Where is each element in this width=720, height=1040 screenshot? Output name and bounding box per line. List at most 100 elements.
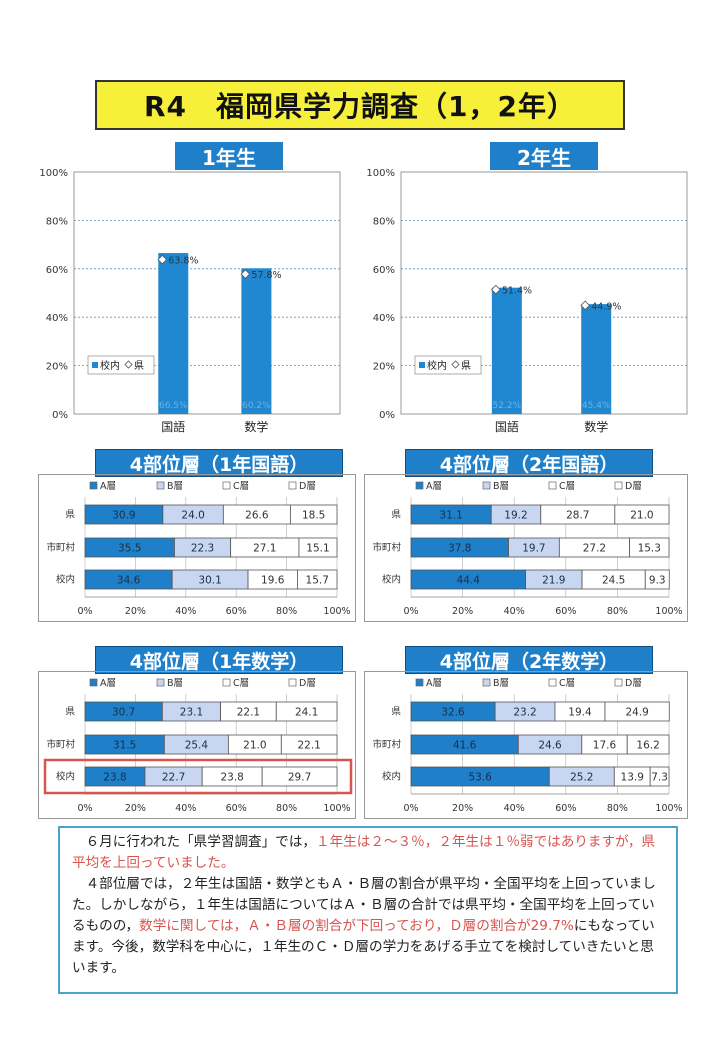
- grade2-bar-chart: 0% 20% 40% 60% 80% 100% 52.2% 51.4% 国語 45.4% 44.9%…: [366, 168, 688, 434]
- x-tick-label: 0%: [77, 803, 92, 814]
- x-tick-label: 20%: [452, 606, 473, 617]
- legend-label: D層: [299, 481, 316, 492]
- legend-label-school: 校内: [100, 359, 120, 372]
- x-tick-label: 80%: [607, 606, 628, 617]
- segment-value-label: 19.6: [261, 575, 285, 587]
- legend-label: B層: [167, 678, 183, 689]
- legend-label: D層: [625, 481, 642, 492]
- segment-value-label: 30.9: [112, 510, 135, 522]
- legend-swatch-school: [419, 362, 425, 368]
- layer-g2-math-chart: A層 B層 C層 D層 0% 20% 40% 60% 80% 100% 県 32.6 23.2 19.4 2…: [372, 678, 682, 814]
- segment-value-label: 15.7: [306, 575, 329, 587]
- y-tick-label: 0%: [52, 410, 68, 421]
- x-tick-label: 100%: [323, 606, 350, 617]
- legend-swatch: [288, 481, 297, 490]
- segment-value-label: 15.3: [638, 543, 661, 555]
- summary-text: ４部位層では，２年生は国語・数学ともＡ・Ｂ層の割合が県平均・全国平均を上回ってい…: [72, 876, 656, 934]
- x-category-label: 数学: [584, 419, 608, 434]
- pref-value-label: 51.4%: [502, 286, 532, 297]
- segment-value-label: 17.6: [593, 740, 617, 752]
- grade2-chart-panel: 0% 20% 40% 60% 80% 100% 52.2% 51.4% 国語 45.4% 44.9%…: [355, 162, 695, 442]
- segment-value-label: 21.9: [542, 575, 565, 587]
- layer-g2-japanese-header: 4部位層（2年国語）: [405, 449, 653, 477]
- segment-value-label: 26.6: [245, 510, 269, 522]
- layer-g1-japanese-panel: A層 B層 C層 D層 0% 20% 40% 60% 80% 100% 県 30.9 24.0 26.6 1…: [38, 474, 356, 622]
- row-category-label: 校内: [56, 771, 75, 783]
- legend-swatch: [482, 678, 491, 687]
- grade1-bar-chart: 0% 20% 40% 60% 80% 100% 66.5% 63.8% 国語 60.2% 57.8%…: [39, 168, 341, 434]
- y-tick-label: 80%: [46, 216, 68, 227]
- layer-g2-math-header: 4部位層（2年数学）: [405, 646, 653, 674]
- x-tick-label: 60%: [226, 803, 247, 814]
- stacked-segment: [280, 734, 338, 755]
- stacked-segment: [275, 701, 338, 722]
- segment-value-label: 53.6: [468, 772, 492, 784]
- legend-label: A層: [426, 481, 442, 492]
- highlight-row-frame: [43, 758, 353, 795]
- segment-value-label: 22.7: [162, 772, 185, 784]
- bar-school: [241, 268, 272, 414]
- y-tick-label: 20%: [373, 362, 395, 373]
- summary-text: ６月に行われた「県学習調査」では，: [85, 834, 317, 850]
- pref-marker: [580, 300, 591, 311]
- segment-value-label: 23.8: [103, 772, 126, 784]
- legend-swatch: [288, 678, 297, 687]
- legend-swatch: [415, 481, 424, 490]
- x-tick-label: 40%: [504, 803, 525, 814]
- segment-value-label: 41.6: [453, 740, 477, 752]
- segment-value-label: 24.0: [181, 510, 204, 522]
- legend-label: C層: [559, 678, 575, 689]
- stacked-segment: [614, 504, 670, 525]
- bar-school-label: 60.2%: [242, 401, 271, 411]
- plot-area: [73, 171, 341, 415]
- bar-school-label: 45.4%: [582, 401, 611, 411]
- segment-value-label: 7.3: [651, 772, 668, 784]
- y-tick-label: 20%: [46, 362, 68, 373]
- x-tick-label: 80%: [276, 606, 297, 617]
- segment-value-label: 35.5: [118, 543, 141, 555]
- segment-value-label: 18.5: [302, 510, 325, 522]
- pref-marker: [240, 269, 251, 279]
- summary-text: にもなっています。今後，数学科を中心に，１年生のＣ・Ｄ層の学力をあげる手立てを検…: [72, 918, 655, 976]
- pref-marker: [157, 254, 168, 265]
- segment-value-label: 19.7: [522, 543, 545, 555]
- y-tick-label: 40%: [373, 313, 395, 324]
- legend-label: A層: [426, 678, 442, 689]
- segment-value-label: 15.1: [306, 543, 329, 555]
- segment-value-label: 37.8: [448, 543, 471, 555]
- row-category-label: 校内: [382, 771, 401, 783]
- segment-value-label: 9.3: [649, 575, 666, 587]
- legend-swatch: [415, 678, 424, 687]
- row-category-label: 県: [65, 510, 75, 521]
- y-tick-label: 60%: [373, 265, 395, 276]
- layer-g2-math-panel: A層 B層 C層 D層 0% 20% 40% 60% 80% 100% 県 32.6 23.2 19.4 2…: [364, 671, 688, 819]
- layer-g1-japanese-header: 4部位層（1年国語）: [95, 449, 343, 477]
- grade1-chart-panel: 0% 20% 40% 60% 80% 100% 66.5% 63.8% 国語 60.2% 57.8%…: [28, 162, 348, 442]
- stacked-segment: [604, 701, 670, 722]
- row-category-label: 市町村: [46, 542, 75, 554]
- x-tick-label: 60%: [555, 606, 576, 617]
- legend-marker-pref: [124, 360, 133, 369]
- legend-label: C層: [559, 481, 575, 492]
- legend-box: [87, 355, 155, 375]
- x-tick-label: 60%: [226, 606, 247, 617]
- x-tick-label: 100%: [323, 803, 350, 814]
- stacked-segment: [297, 569, 338, 590]
- segment-value-label: 27.2: [583, 543, 606, 555]
- legend-swatch: [222, 481, 231, 490]
- segment-value-label: 32.6: [441, 707, 465, 719]
- row-category-label: 県: [391, 707, 401, 718]
- summary-box: ６月に行われた「県学習調査」では，１年生は２～３％，２年生は１％弱ではありますが…: [58, 826, 678, 994]
- row-category-label: 県: [391, 510, 401, 521]
- layer-g1-math-panel: A層 B層 C層 D層 0% 20% 40% 60% 80% 100% 県 30.7 23.1 22.1 2…: [38, 671, 356, 819]
- row-category-label: 市町村: [46, 739, 75, 751]
- pref-value-label: 57.8%: [251, 270, 281, 281]
- x-tick-label: 80%: [276, 803, 297, 814]
- legend-swatch: [614, 481, 623, 490]
- x-tick-label: 60%: [555, 803, 576, 814]
- summary-highlight: 数学に関しては，Ａ・Ｂ層の割合が下回っており，Ｄ層の割合が29.7%: [139, 918, 574, 934]
- stacked-segment: [289, 504, 338, 525]
- segment-value-label: 13.9: [621, 772, 644, 784]
- segment-value-label: 24.5: [602, 575, 625, 587]
- x-tick-label: 40%: [175, 803, 196, 814]
